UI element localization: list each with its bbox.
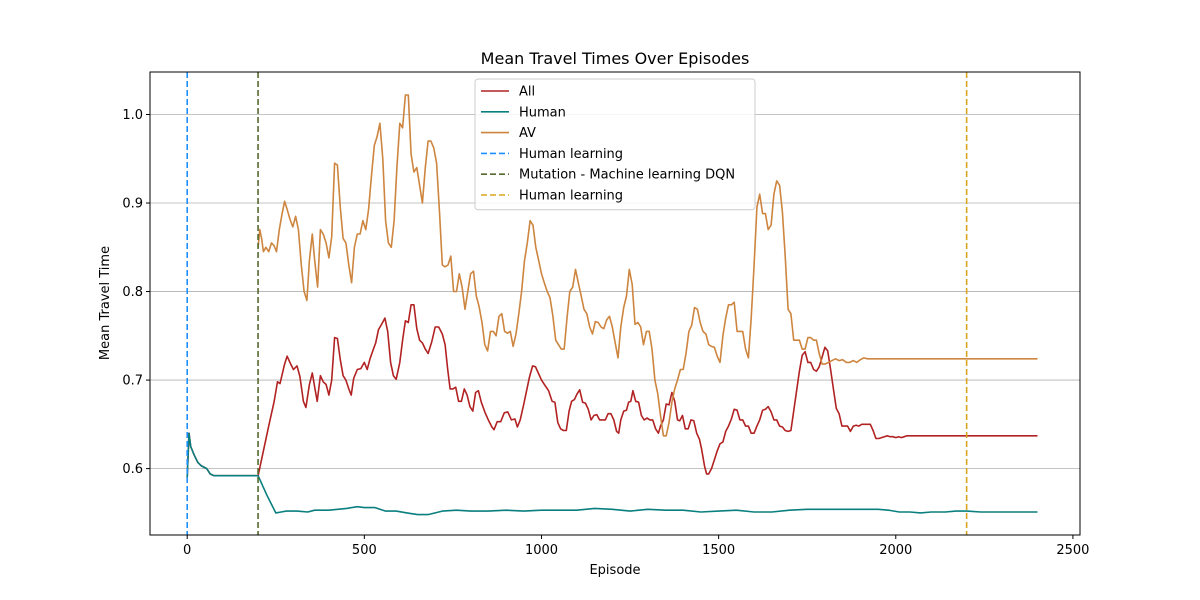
series-line-human bbox=[186, 432, 1038, 516]
series-line-all bbox=[186, 304, 1038, 478]
x-tick-label: 2000 bbox=[879, 543, 912, 558]
series-line-av bbox=[257, 94, 1038, 437]
legend-label: Human learning bbox=[519, 147, 623, 162]
chart-title: Mean Travel Times Over Episodes bbox=[481, 49, 750, 68]
legend-label: All bbox=[519, 85, 535, 100]
x-tick-label: 0 bbox=[183, 543, 191, 558]
legend-label: Mutation - Machine learning DQN bbox=[519, 168, 735, 183]
x-tick-label: 1000 bbox=[525, 543, 558, 558]
x-tick-label: 500 bbox=[352, 543, 377, 558]
plot-frame bbox=[149, 71, 1081, 536]
x-ticks: 0 500 1000 1500 2000 2500 bbox=[183, 535, 1089, 558]
legend-label: Human learning bbox=[519, 189, 623, 204]
vline-layer bbox=[186, 72, 968, 535]
x-axis-label: Episode bbox=[589, 563, 640, 578]
y-tick-label: 0.6 bbox=[122, 462, 143, 477]
legend: All Human AV Human learning Mutation - Machi… bbox=[474, 78, 756, 211]
y-tick-label: 0.8 bbox=[122, 285, 143, 300]
series-layer bbox=[186, 94, 1038, 516]
x-tick-label: 2500 bbox=[1056, 543, 1089, 558]
legend-box bbox=[474, 78, 756, 211]
legend-label: AV bbox=[519, 126, 536, 141]
y-tick-label: 0.7 bbox=[122, 374, 143, 389]
y-ticks: 0.6 0.7 0.8 0.9 1.0 bbox=[122, 108, 150, 477]
y-tick-label: 1.0 bbox=[122, 108, 143, 123]
y-axis-label: Mean Travel Time bbox=[98, 246, 113, 360]
x-tick-label: 1500 bbox=[702, 543, 735, 558]
legend-label: Human bbox=[519, 105, 566, 120]
y-tick-label: 0.9 bbox=[122, 197, 143, 212]
